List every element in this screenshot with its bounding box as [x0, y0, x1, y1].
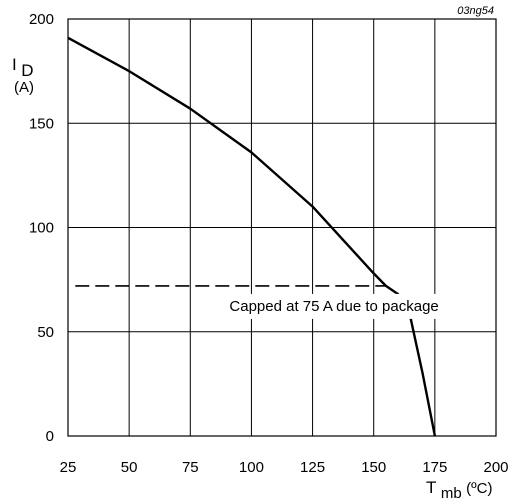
package-cap-annotation: Capped at 75 A due to package [229, 298, 438, 315]
annotation-layer: Capped at 75 A due to package [223, 293, 445, 319]
y-axis-label-main: I [12, 55, 17, 74]
x-tick-label: 175 [422, 459, 447, 476]
x-tick-label: 100 [239, 459, 264, 476]
y-tick-label: 0 [46, 428, 54, 445]
y-tick-labels: 0 50 100 150 200 [29, 11, 54, 445]
y-tick-label: 50 [37, 324, 54, 341]
annotation-background [223, 293, 445, 319]
x-axis-label: T mb (ºC) [426, 478, 492, 502]
y-tick-label: 200 [29, 11, 54, 28]
x-tick-label: 75 [182, 459, 199, 476]
y-axis-label-subscript: D [21, 61, 33, 80]
y-axis-unit: (A) [14, 79, 34, 96]
reference-code: 03ng54 [457, 5, 494, 17]
x-axis-label-main: T [426, 478, 436, 497]
y-tick-label: 100 [29, 220, 54, 237]
y-axis-label: I D [12, 55, 33, 80]
drain-current-curve [67, 36, 437, 437]
x-tick-label: 50 [121, 459, 138, 476]
x-tick-label: 200 [483, 459, 508, 476]
x-tick-labels: 25 50 75 100 125 150 175 200 [60, 459, 509, 476]
series-layer [67, 36, 437, 437]
x-axis-label-unit: (ºC) [466, 480, 492, 497]
x-tick-label: 25 [60, 459, 77, 476]
x-axis-label-subscript: mb [441, 485, 462, 502]
x-tick-label: 125 [300, 459, 325, 476]
y-tick-label: 150 [29, 115, 54, 132]
grid [68, 19, 496, 436]
x-tick-label: 150 [361, 459, 386, 476]
